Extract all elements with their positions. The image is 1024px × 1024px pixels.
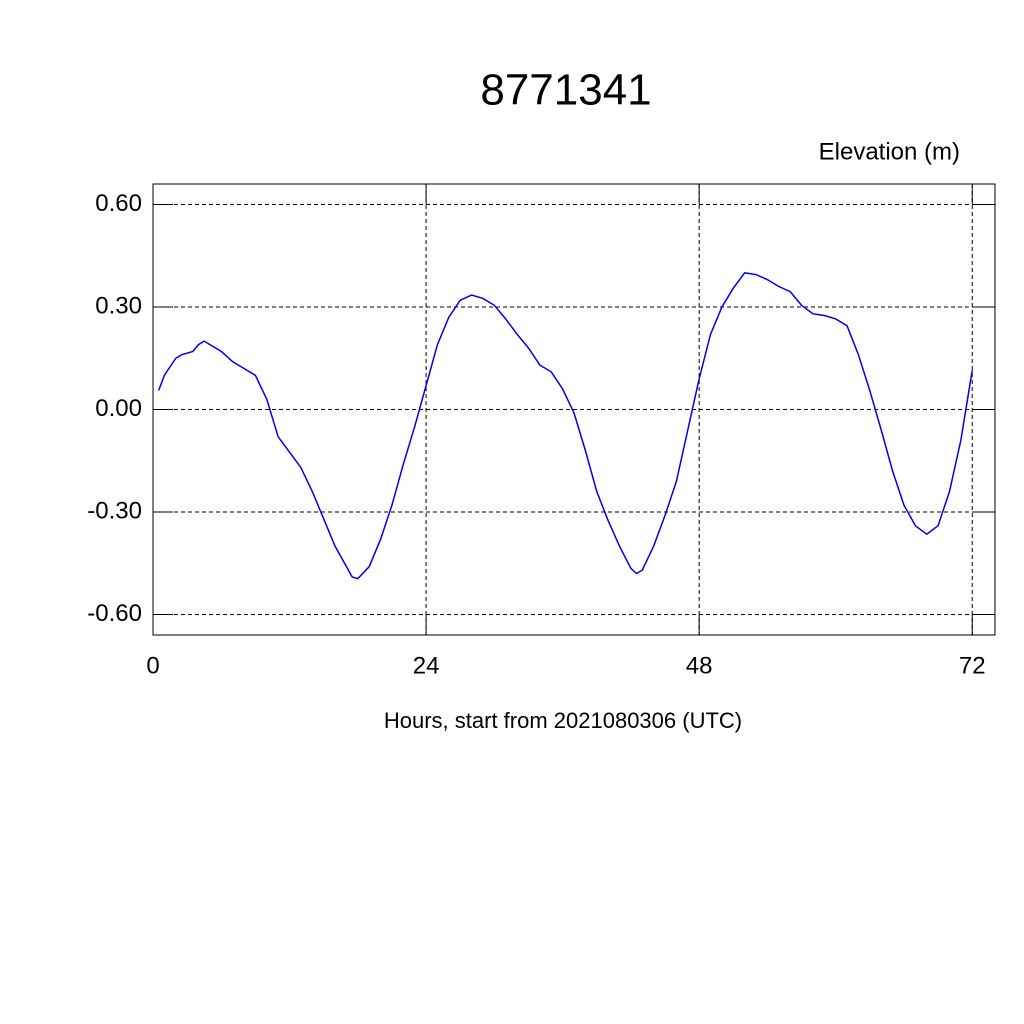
y-tick-label: 0.00 [95,395,142,422]
y-tick-label: -0.30 [87,497,142,524]
y-tick-label: 0.60 [95,190,142,217]
x-tick-label: 24 [413,652,440,679]
x-tick-label: 48 [686,652,713,679]
y-tick-label: -0.60 [87,600,142,627]
plot-frame [152,183,996,636]
y-unit-label: Elevation (m) [819,138,960,165]
data-line [157,272,973,580]
x-tick-label: 72 [959,652,986,679]
chart-title: 8771341 [480,66,651,115]
y-tick-label: 0.30 [95,292,142,319]
x-axis-label: Hours, start from 2021080306 (UTC) [384,708,742,733]
x-tick-label: 0 [146,652,159,679]
